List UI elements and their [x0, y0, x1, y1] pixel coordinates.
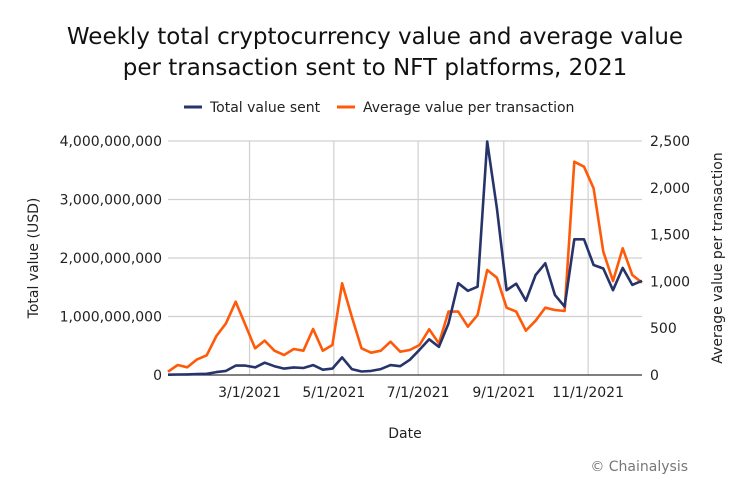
- x-tick-label: 11/1/2021: [552, 385, 624, 401]
- y-left-tick-label: 2,000,000,000: [60, 251, 162, 267]
- x-tick-label: 9/1/2021: [472, 385, 535, 401]
- y-right-tick-label: 1,500: [650, 228, 690, 244]
- y-left-tick-label: 1,000,000,000: [60, 310, 162, 326]
- series-line-total-value: [167, 140, 643, 376]
- y-left-tick-label: 3,000,000,000: [60, 193, 162, 209]
- y-right-tick-label: 2,500: [650, 134, 690, 150]
- x-tick-label: 7/1/2021: [387, 385, 450, 401]
- legend-label: Total value sent: [209, 100, 321, 116]
- credit-text: © Chainalysis: [590, 459, 688, 475]
- x-tick-label: 3/1/2021: [218, 385, 281, 401]
- y-left-axis-label: Total value (USD): [26, 198, 42, 320]
- y-left-tick-label: 4,000,000,000: [60, 134, 162, 150]
- x-axis-label: Date: [388, 426, 421, 442]
- series-line-average-value: [167, 160, 643, 373]
- legend-label: Average value per transaction: [363, 100, 574, 116]
- y-left-tick-label: 0: [153, 368, 162, 384]
- chart-title: Weekly total cryptocurrency value and av…: [66, 24, 684, 81]
- y-right-axis-label: Average value per transaction: [710, 152, 726, 363]
- y-right-tick-label: 2,000: [650, 181, 690, 197]
- y-right-tick-label: 1,000: [650, 274, 690, 290]
- y-right-tick-label: 500: [650, 321, 677, 337]
- y-right-tick-label: 0: [650, 368, 659, 384]
- x-tick-label: 5/1/2021: [302, 385, 365, 401]
